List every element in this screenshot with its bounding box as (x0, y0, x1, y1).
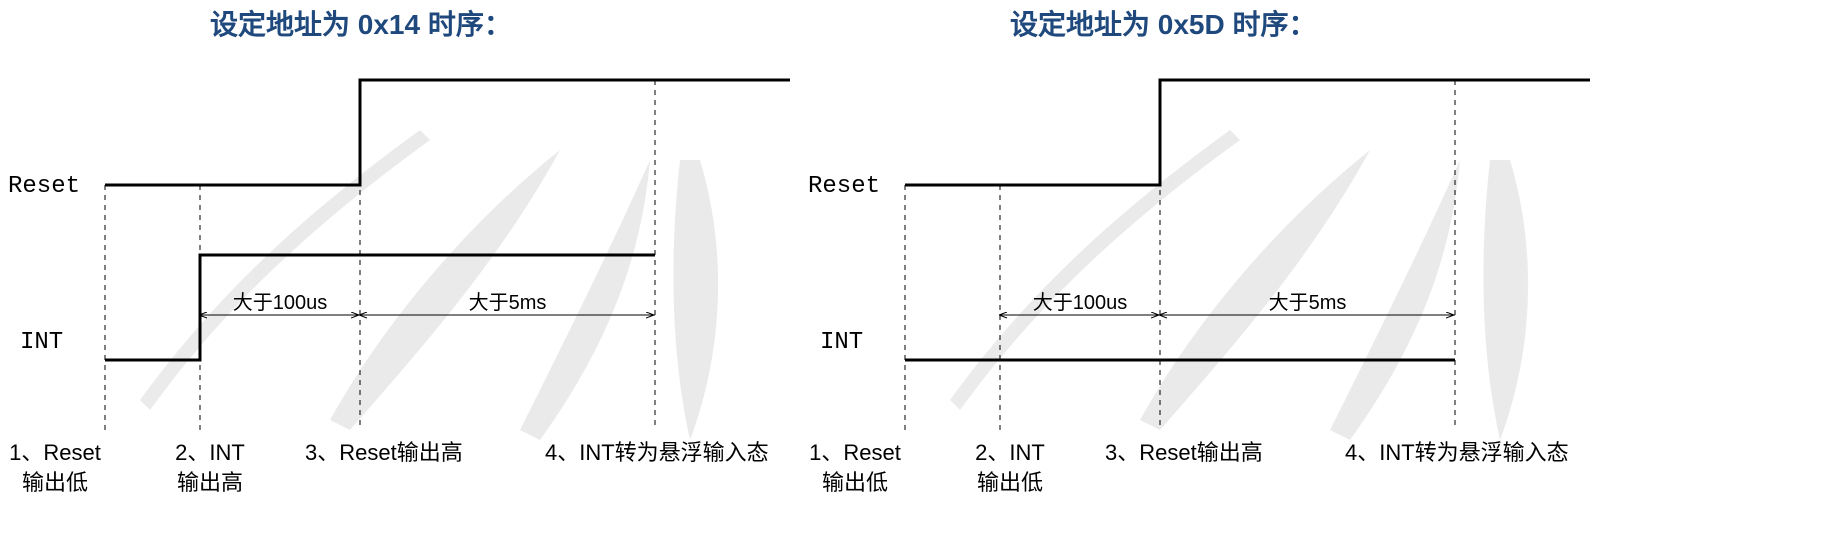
step1-line2-right: 输出低 (822, 470, 888, 495)
title-0x5d: 设定地址为 0x5D 时序： (1010, 8, 1317, 40)
timing-0x14-panel: 设定地址为 0x14 时序： Reset INT 大于100us 大于5ms 1… (8, 8, 790, 495)
reset-signal-right (905, 80, 1590, 185)
dim-5ms-label-right: 大于5ms (1269, 291, 1347, 314)
step2-line2-left: 输出高 (177, 470, 243, 495)
step1-line1-right: 1、Reset (809, 440, 901, 465)
step1-line1-left: 1、Reset (9, 440, 101, 465)
step2-line1-right: 2、INT (975, 440, 1045, 465)
title-0x14: 设定地址为 0x14 时序： (210, 8, 512, 40)
step3-right: 3、Reset输出高 (1105, 440, 1263, 465)
step1-line2-left: 输出低 (22, 470, 88, 495)
dim-100us-label-right: 大于100us (1033, 291, 1128, 314)
step3-left: 3、Reset输出高 (305, 440, 463, 465)
int-label-left: INT (20, 329, 63, 356)
timing-svg: 设定地址为 0x14 时序： Reset INT 大于100us 大于5ms 1… (0, 0, 1828, 534)
step4-right: 4、INT转为悬浮输入态 (1345, 440, 1569, 465)
dim-100us-label-left: 大于100us (233, 291, 328, 314)
step4-left: 4、INT转为悬浮输入态 (545, 440, 769, 465)
dim-5ms-label-left: 大于5ms (469, 291, 547, 314)
timing-0x5d-panel: 设定地址为 0x5D 时序： Reset INT 大于100us 大于5ms 1… (808, 8, 1590, 495)
reset-label-left: Reset (8, 173, 80, 200)
step2-line2-right: 输出低 (977, 470, 1043, 495)
reset-label-right: Reset (808, 173, 880, 200)
step2-line1-left: 2、INT (175, 440, 245, 465)
int-label-right: INT (820, 329, 863, 356)
timing-diagram-container: 设定地址为 0x14 时序： Reset INT 大于100us 大于5ms 1… (0, 0, 1828, 534)
